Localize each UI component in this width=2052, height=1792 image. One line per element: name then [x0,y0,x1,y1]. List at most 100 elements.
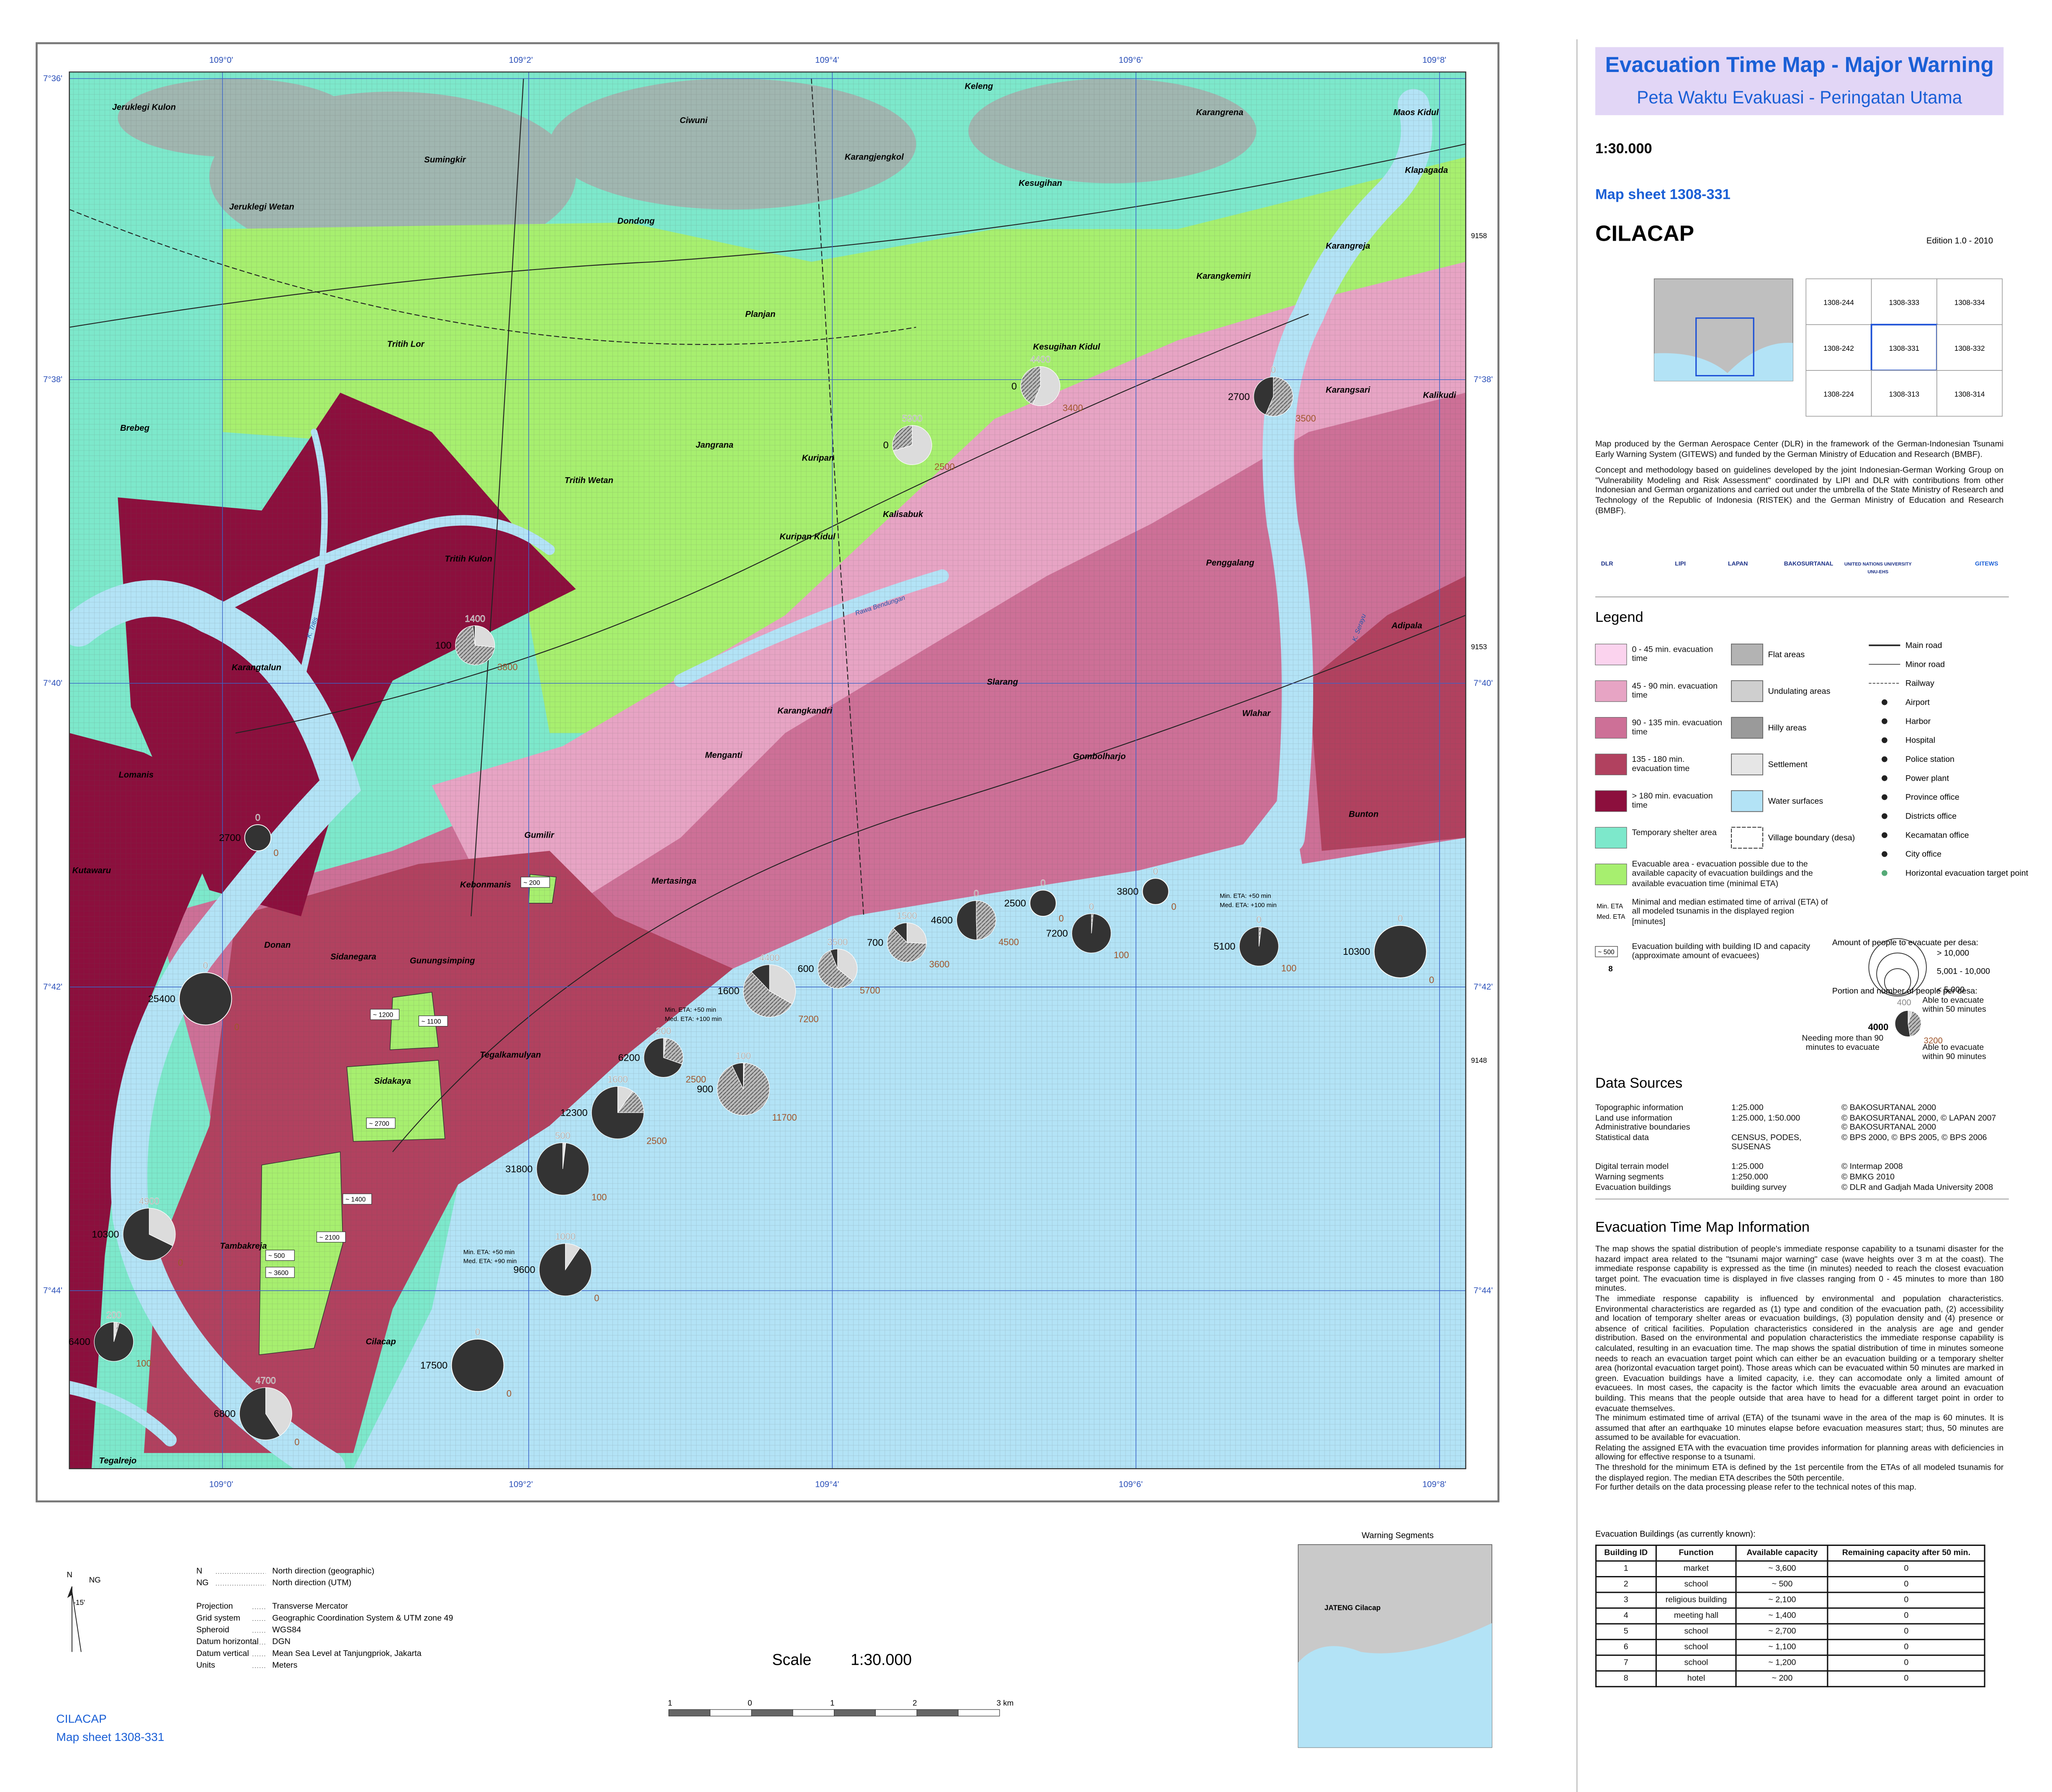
symbol-label: Main road [1905,641,1942,650]
pie-label-able90: 3600 [929,959,950,969]
lon-label: 109°6' [1119,56,1143,65]
table-cell: ~ 200 [1736,1670,1829,1687]
source-cell: Administrative boundaries [1595,1123,1690,1133]
place-name: Karangkemiri [1196,272,1251,281]
note-key: Grid system [196,1613,240,1622]
source-cell: © BPS 2000, © BPS 2005, © BPS 2006 [1841,1133,1987,1143]
symbol-label: Hospital [1905,736,1935,745]
source-cell: © BMKG 2010 [1841,1172,1895,1182]
north-arrow [67,1586,82,1652]
place-name: Tambakreja [220,1242,267,1251]
logo-text: GITEWS [1975,560,1998,567]
land-label: Village boundary (desa) [1768,833,1855,843]
pie-label-able50: 200 [106,1310,121,1320]
pie-label-able50: 200 [656,1026,671,1036]
place-name: Sidanegara [330,952,376,962]
utm-label: 9148 [1471,1056,1487,1064]
pie-label-able50: 1000 [555,1231,576,1242]
place-name: Gunungsimping [410,956,475,966]
amount-class: 5,001 - 10,000 [1937,967,1990,976]
utm-label: 9158 [1471,231,1487,240]
pie-slice [663,1038,684,1064]
pie-label-needing: 0 [883,440,889,450]
pie-slice [244,824,272,851]
place-name: Kesugihan Kidul [1033,342,1101,352]
amount-circle [1868,938,1927,997]
portion-title: Portion and number of people per desa: [1832,986,1977,995]
table-row: 2 school ~ 500 0 [1595,1576,1985,1593]
place-name: Menganti [705,751,742,760]
pie-label-needing: 2700 [219,832,241,843]
pie-label-able90: 100 [1281,963,1296,973]
source-cell: © BAKOSURTANAL 2000, © LAPAN 2007 [1841,1113,1996,1123]
lat-label: 7°40' [43,679,62,688]
eta-text: Minimal and median estimated time of arr… [1632,898,1828,927]
scale-tick-label: 1 [830,1699,834,1707]
table-cell: 8 [1595,1670,1657,1687]
info-paragraph: The threshold for the minimum ETA is def… [1595,1463,2004,1483]
place-name: Jeruklegi Kulon [112,103,176,112]
place-name: Sidakaya [374,1077,411,1086]
source-cell: © Intermap 2008 [1841,1163,1903,1172]
table-cell: 5 [1595,1623,1657,1640]
table-cell: ~ 500 [1736,1576,1829,1593]
locator-frame [1695,317,1754,377]
building-label-box [418,1016,448,1027]
source-cell: 1:250.000 [1731,1172,1768,1182]
portion-able90-label: Able to evacuate within 90 minutes [1922,1043,1986,1062]
sheet-label: 1308-331 [1889,344,1919,352]
pie-label-able50: 0 [974,888,979,899]
scale-bar-segment [668,1709,710,1717]
header-cell: Building ID [1595,1544,1657,1562]
note-value: WGS84 [272,1625,301,1634]
building-label: ~ 500 [268,1252,285,1260]
pie-label-needing: 600 [797,963,814,974]
place-name: Ciwuni [680,116,708,125]
pie-slice [472,625,476,645]
pie-label-able50: 1600 [607,1074,628,1085]
land-swatch [1731,680,1764,702]
pie-label-able50: 0 [1041,878,1046,888]
amount-class: > 10,000 [1937,949,1969,958]
north-ng: NG [89,1576,101,1584]
symbol-icon [1881,699,1887,705]
note-key: Projection [196,1602,233,1611]
sheet-cell [1805,278,1872,325]
zone-swatch [1595,827,1627,848]
symbol-icon [1881,851,1887,857]
table-cell: market [1655,1560,1737,1578]
place-name: Donan [264,941,291,950]
table-cell: 0 [1827,1654,1985,1672]
symbol-icon [1881,718,1887,724]
info-title: Evacuation Time Map Information [1595,1219,1810,1235]
pie-slice [1029,890,1057,917]
amount-class: < 5,000 [1937,985,1965,994]
pie-label-able90: 3400 [1063,403,1083,413]
place-name: Kesugihan [1018,179,1062,188]
pie-label-needing: 700 [867,937,883,948]
lon-label: 109°2' [509,56,533,65]
place-name: Kutawaru [72,866,111,875]
sheet-cell [1805,370,1872,417]
note-key: N [196,1566,202,1576]
place-name: Kalisabuk [883,510,924,519]
scale-bar-segment [875,1709,917,1717]
lat-label: 7°42' [1473,982,1493,992]
pie-slice [536,1142,589,1196]
place-name: Sumingkir [424,155,466,165]
table-cell: religious building [1655,1591,1737,1609]
credit-paragraph: Concept and methodology based on guideli… [1595,466,2004,515]
zone-label: 135 - 180 min. evacuation time [1632,755,1690,774]
locator-sea [1654,342,1793,381]
lon-label: 109°4' [815,56,839,65]
settlement-texture [69,72,1466,1469]
credit-paragraph: Map produced by the German Aerospace Cen… [1595,440,2004,459]
logo-text: DLR [1601,560,1613,567]
pie-slice [769,964,796,1005]
place-name: Karangjengkol [845,153,904,162]
table-cell: 0 [1827,1670,1985,1687]
place-name: Cilacap [366,1337,396,1347]
building-label: ~ 1400 [345,1196,366,1203]
logo-text: LAPAN [1728,560,1748,567]
sheet-label: 1308-244 [1823,298,1854,307]
